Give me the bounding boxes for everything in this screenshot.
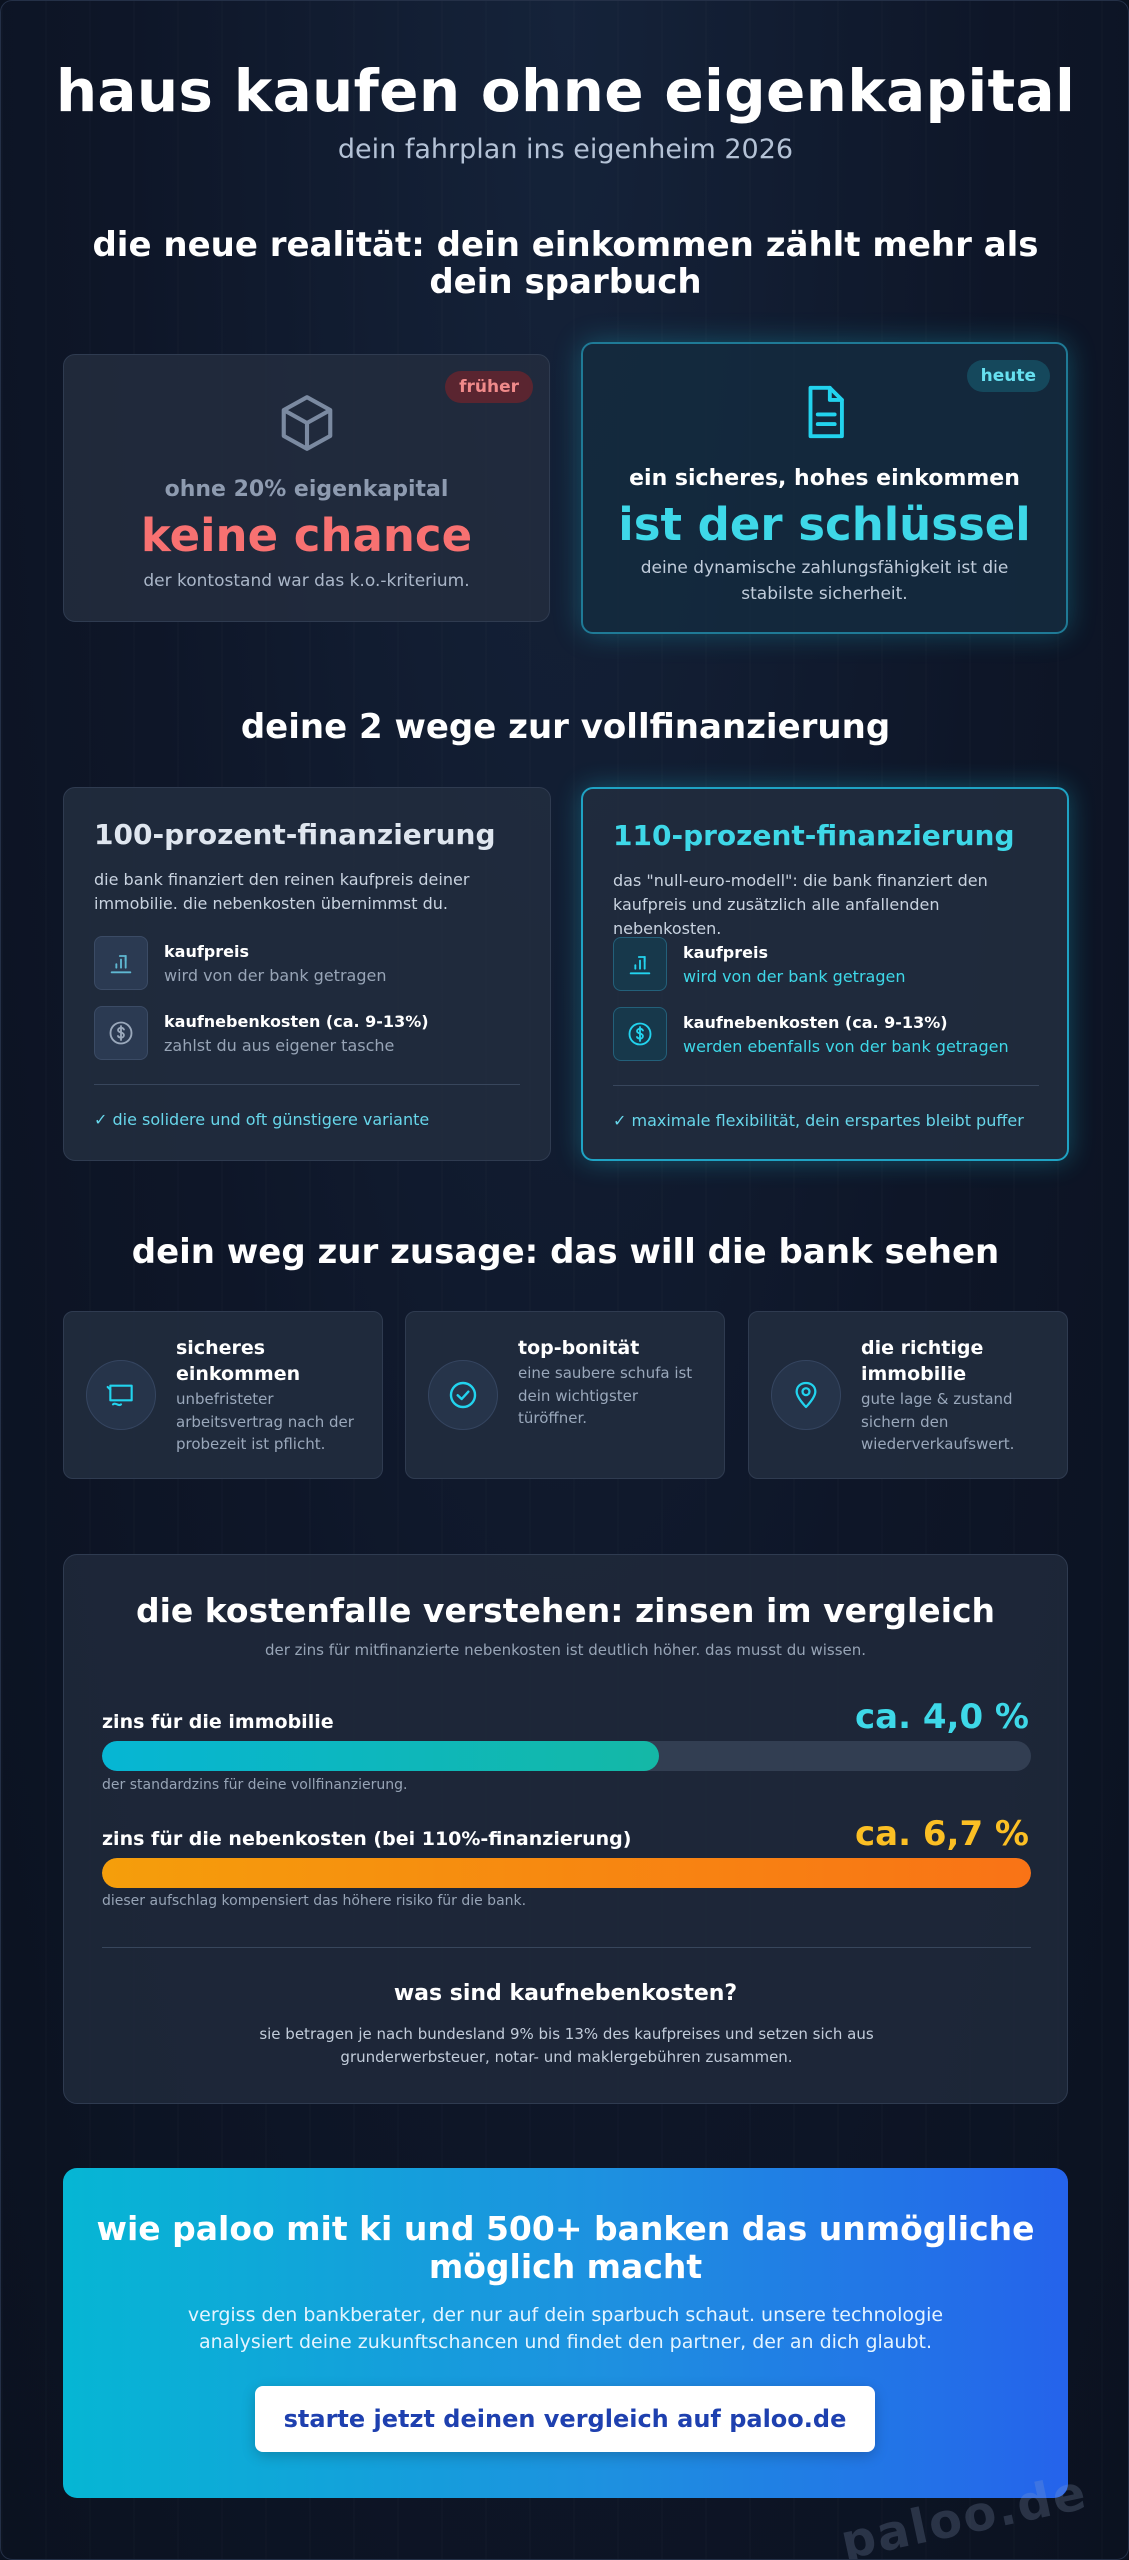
fin-100-description: die bank finanziert den reinen kaufpreis…	[94, 870, 470, 913]
bank-item-1-text: unbefristeter arbeitsvertrag nach der pr…	[176, 1390, 354, 1453]
start-comparison-button[interactable]: starte jetzt deinen vergleich auf paloo.…	[255, 2386, 875, 2452]
bar-1-track	[102, 1741, 1031, 1771]
bank-item-bonitaet: top-bonität eine saubere schufa ist dein…	[405, 1311, 725, 1479]
fin-110-row-1-title: kaufpreis	[683, 943, 768, 962]
bar-1-note: der standardzins für deine vollfinanzier…	[102, 1777, 408, 1793]
chart-icon	[94, 936, 148, 990]
bar-1-fill	[102, 1741, 660, 1771]
bank-item-einkommen: sicheres einkommen unbefristeter arbeits…	[63, 1311, 383, 1479]
bank-section-title: dein weg zur zusage: das will die bank s…	[131, 1232, 1000, 1272]
costs-subtitle: der zins für mitfinanzierte nebenkosten …	[264, 1641, 867, 1659]
now-description: deine dynamische zahlungsfähigkeit ist d…	[640, 558, 1009, 604]
bar-2-value: ca. 6,7 %	[855, 1814, 1029, 1854]
fin-110-row-1-sub: wird von der bank getragen	[683, 967, 906, 986]
bar-1-label: zins für die immobilie	[102, 1711, 334, 1733]
badge-now: heute	[966, 360, 1050, 392]
fin-100-divider	[94, 1084, 520, 1085]
badge-before: früher	[445, 371, 533, 403]
bar-2-note: dieser aufschlag kompensiert das höhere …	[102, 1893, 527, 1909]
card-110-finanzierung: 110-prozent-finanzierung das "null-euro-…	[581, 787, 1069, 1161]
now-headline: ist der schlüssel	[618, 498, 1031, 551]
ways-section-title: deine 2 wege zur vollfinanzierung	[240, 707, 891, 747]
faq-title: was sind kaufnebenkosten?	[393, 1981, 738, 2006]
card-before: früher ohne 20% eigenkapital keine chanc…	[63, 354, 550, 622]
faq-text: sie betragen je nach bundesland 9% bis 1…	[259, 2025, 874, 2067]
now-lead: ein sicheres, hohes einkommen	[629, 466, 1020, 491]
bar-1-value: ca. 4,0 %	[855, 1697, 1029, 1737]
costs-title: die kostenfalle verstehen: zinsen im ver…	[135, 1591, 995, 1630]
dollar-icon	[94, 1006, 148, 1060]
cta-title: wie paloo mit ki und 500+ banken das unm…	[96, 2209, 1035, 2287]
fin-100-row-2-sub: zahlst du aus eigener tasche	[164, 1036, 395, 1055]
card-now: heute ein sicheres, hohes einkommen ist …	[581, 342, 1068, 634]
bar-2-label: zins für die nebenkosten (bei 110%-finan…	[102, 1828, 632, 1850]
bar-2-track	[102, 1858, 1031, 1888]
bank-item-immobilie: die richtige immobilie gute lage & zusta…	[748, 1311, 1068, 1479]
reality-section-title: die neue realität: dein einkommen zählt …	[92, 225, 1039, 303]
fin-110-description: das "null-euro-modell": die bank finanzi…	[613, 871, 988, 938]
fin-110-footer: ✓ maximale flexibilität, dein erspartes …	[613, 1111, 1024, 1130]
location-pin-icon	[771, 1360, 841, 1430]
check-circle-icon	[428, 1360, 498, 1430]
fin-100-footer: ✓ die solidere und oft günstigere varian…	[94, 1110, 430, 1129]
page-title: haus kaufen ohne eigenkapital	[55, 57, 1076, 125]
before-headline: keine chance	[140, 509, 473, 562]
contract-icon	[86, 1360, 156, 1430]
cost-comparison-box: die kostenfalle verstehen: zinsen im ver…	[63, 1554, 1068, 2104]
chart-icon	[613, 937, 667, 991]
bank-item-3-title: die richtige immobilie	[861, 1337, 984, 1385]
box-icon	[276, 391, 338, 459]
before-lead: ohne 20% eigenkapital	[164, 477, 449, 502]
bank-item-3-text: gute lage & zustand sichern den wiederve…	[861, 1390, 1015, 1453]
fin-100-row-1-sub: wird von der bank getragen	[164, 966, 387, 985]
dollar-icon	[613, 1007, 667, 1061]
costs-divider	[102, 1947, 1031, 1948]
fin-100-title: 100-prozent-finanzierung	[94, 818, 496, 851]
cta-text: vergiss den bankberater, der nur auf dei…	[187, 2304, 944, 2353]
card-100-finanzierung: 100-prozent-finanzierung die bank finanz…	[63, 787, 551, 1161]
fin-110-title: 110-prozent-finanzierung	[613, 819, 1015, 852]
fin-110-divider	[613, 1085, 1039, 1086]
fin-110-row-2-title: kaufnebenkosten (ca. 9-13%)	[683, 1013, 948, 1032]
fin-100-row-2-title: kaufnebenkosten (ca. 9-13%)	[164, 1012, 429, 1031]
page-subtitle: dein fahrplan ins eigenheim 2026	[337, 134, 794, 165]
cta-banner: wie paloo mit ki und 500+ banken das unm…	[63, 2168, 1068, 2498]
bar-2-fill	[102, 1858, 1031, 1888]
bank-item-2-title: top-bonität	[518, 1337, 640, 1359]
before-description: der kontostand war das k.o.-kriterium.	[143, 571, 470, 591]
fin-100-row-1-title: kaufpreis	[164, 942, 249, 961]
document-icon	[796, 380, 854, 448]
bank-item-1-title: sicheres einkommen	[176, 1337, 301, 1385]
fin-110-row-2-sub: werden ebenfalls von der bank getragen	[683, 1037, 1009, 1056]
bank-item-2-text: eine saubere schufa ist dein wichtigster…	[518, 1364, 693, 1427]
